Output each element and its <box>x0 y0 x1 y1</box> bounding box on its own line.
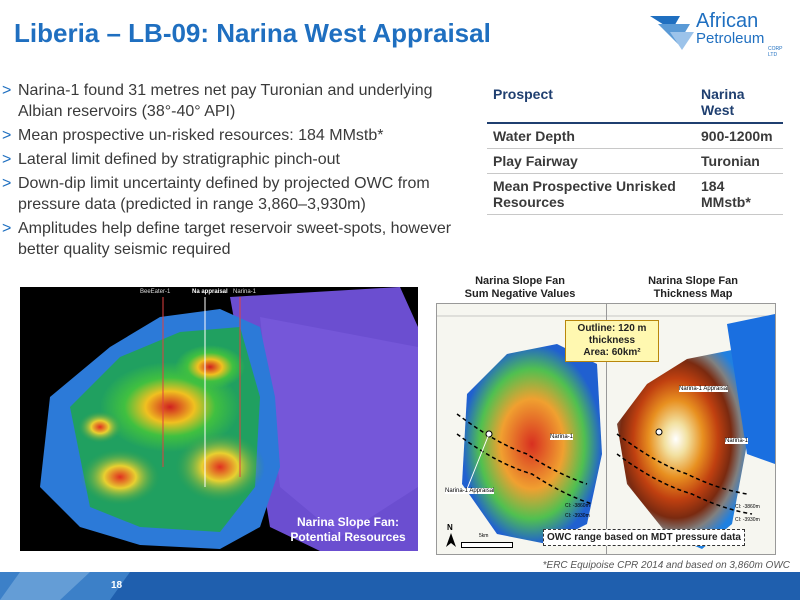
map-title-sum-negative: Narina Slope Fan Sum Negative Values <box>464 275 576 300</box>
contour-label: CI: -3930m <box>735 517 760 523</box>
map-well-label: Narina-1 Appraisal <box>679 386 729 392</box>
map-well-label: Narina-1 Appraisal <box>445 488 495 494</box>
owc-callout: OWC range based on MDT pressure data <box>543 529 745 546</box>
bullet-item: > Narina-1 found 31 metres net pay Turoni… <box>2 82 433 120</box>
seismic-amplitude-image: BeeEater-1 Na appraisal Narina-1 Narina … <box>20 287 418 551</box>
seismic-amplitude-graphic <box>40 287 418 551</box>
bullet-marker-icon: > <box>2 151 12 168</box>
outline-callout: Outline: 120 m thickness Area: 60km² <box>565 320 659 362</box>
scale-bar <box>461 542 513 548</box>
north-arrow-label: N <box>447 523 453 532</box>
map-well-label: Narina-1 <box>725 438 749 444</box>
bullet-marker-icon: > <box>2 175 12 192</box>
map-title-thickness: Narina Slope Fan Thickness Map <box>648 275 738 300</box>
footnote: *ERC Equipoise CPR 2014 and based on 3,8… <box>542 560 790 571</box>
bullet-item: > Mean prospective un-risked resources: 1… <box>2 127 384 144</box>
logo-text-suffix: CORP LTD <box>768 46 783 58</box>
contour-label: CI: -3930m <box>565 513 590 519</box>
map-well-label: Narina-1 <box>550 434 574 440</box>
table-header-cell: Narina West <box>695 82 783 124</box>
bullet-marker-icon: > <box>2 82 12 99</box>
north-arrow-icon <box>446 533 456 547</box>
table-cell: 900-1200m <box>695 123 783 149</box>
seismic-caption: Narina Slope Fan: Potential Resources <box>290 515 406 544</box>
slide-title: Liberia – LB-09: Narina West Appraisal <box>14 18 491 48</box>
table-row: Play Fairway Turonian <box>487 148 783 174</box>
footer-bar <box>0 572 800 600</box>
contour-label: CI: -3860m <box>735 504 760 510</box>
well-label: Na appraisal <box>192 289 228 295</box>
prospect-table: Prospect Narina West Water Depth 900-120… <box>487 82 783 215</box>
table-row: Water Depth 900-1200m <box>487 123 783 149</box>
table-header-cell: Prospect <box>487 82 695 124</box>
logo-text-african: African <box>696 10 759 32</box>
thickness-map-graphic <box>607 314 775 549</box>
logo-wings-icon <box>650 16 694 50</box>
bullet-marker-icon: > <box>2 220 12 237</box>
footer-wave-icon <box>0 572 130 600</box>
table-cell: Play Fairway <box>487 148 695 174</box>
bullet-list: > Narina-1 found 31 metres net pay Turoni… <box>0 80 480 263</box>
bullet-item: > Amplitudes help define target reservoir… <box>2 220 452 258</box>
bullet-item: > Down-dip limit uncertainty defined by p… <box>2 175 430 213</box>
well-label: BeeEater-1 <box>140 289 171 295</box>
sum-negative-map-graphic <box>437 315 607 544</box>
table-cell: 184 MMstb* <box>695 173 783 215</box>
table-cell: Mean Prospective Unrisked Resources <box>487 173 695 215</box>
page-number: 18 <box>111 580 123 591</box>
bullet-marker-icon: > <box>2 127 12 144</box>
logo-text-petroleum: Petroleum <box>696 30 765 47</box>
table-cell: Water Depth <box>487 123 695 149</box>
table-header-row: Prospect Narina West <box>487 82 783 124</box>
bullet-item: > Lateral limit defined by stratigraphic … <box>2 151 340 168</box>
table-cell: Turonian <box>695 148 783 174</box>
table-row: Mean Prospective Unrisked Resources 184 … <box>487 173 783 215</box>
contour-label: CI: -3860m <box>565 503 590 509</box>
company-logo: African Petroleum CORP LTD <box>650 10 790 58</box>
well-label: Narina-1 <box>233 289 257 295</box>
scale-label: 5km <box>479 533 489 539</box>
